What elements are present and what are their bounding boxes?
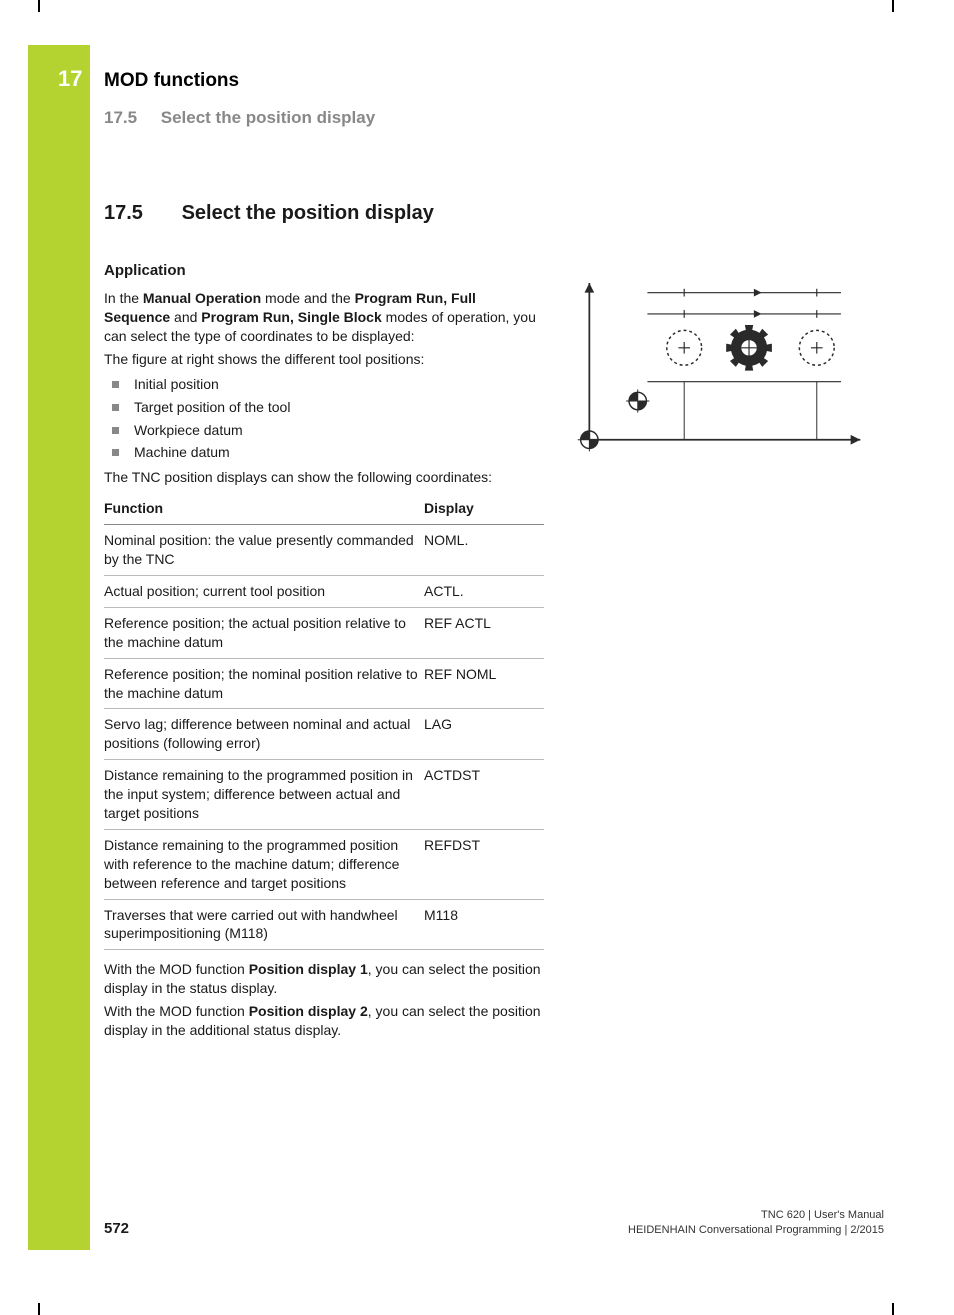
section-heading: 17.5 Select the position display	[104, 200, 544, 227]
list-item: Machine datum	[108, 443, 544, 462]
bullet-list: Initial position Target position of the …	[104, 375, 544, 463]
cell-function: Distance remaining to the programmed pos…	[104, 829, 424, 899]
application-heading: Application	[104, 261, 544, 281]
cell-display: M118	[424, 899, 544, 950]
function-table: Function Display Nominal position: the v…	[104, 493, 544, 950]
chapter-number: 17	[58, 66, 82, 92]
list-item: Target position of the tool	[108, 398, 544, 417]
footer: TNC 620 | User's Manual HEIDENHAIN Conve…	[628, 1208, 884, 1237]
header-title: MOD functions	[104, 70, 239, 92]
cell-function: Reference position; the nominal position…	[104, 658, 424, 709]
table-row: Nominal position: the value presently co…	[104, 525, 544, 576]
cell-function: Servo lag; difference between nominal an…	[104, 709, 424, 760]
cell-display: ACTL.	[424, 575, 544, 607]
table-lead: The TNC position displays can show the f…	[104, 468, 544, 487]
figure-caption: The figure at right shows the different …	[104, 350, 544, 369]
table-row: Distance remaining to the programmed pos…	[104, 760, 544, 830]
intro-paragraph: In the Manual Operation mode and the Pro…	[104, 289, 544, 346]
page-number: 572	[104, 1220, 129, 1237]
table-row: Servo lag; difference between nominal an…	[104, 709, 544, 760]
cell-function: Distance remaining to the programmed pos…	[104, 760, 424, 830]
list-item: Initial position	[108, 375, 544, 394]
cell-display: REF ACTL	[424, 607, 544, 658]
header-sub-text: Select the position display	[161, 108, 375, 127]
tool-position-figure	[570, 272, 870, 472]
footer-line-2: HEIDENHAIN Conversational Programming | …	[628, 1223, 884, 1237]
col-header-function: Function	[104, 493, 424, 524]
table-row: Distance remaining to the programmed pos…	[104, 829, 544, 899]
content-column: 17.5 Select the position display Applica…	[104, 200, 544, 1044]
col-header-display: Display	[424, 493, 544, 524]
cell-display: REFDST	[424, 829, 544, 899]
footer-line-1: TNC 620 | User's Manual	[628, 1208, 884, 1222]
after-para-2: With the MOD function Position display 2…	[104, 1002, 544, 1040]
cell-display: ACTDST	[424, 760, 544, 830]
table-row: Traverses that were carried out with han…	[104, 899, 544, 950]
section-number: 17.5	[104, 200, 176, 227]
cell-function: Reference position; the actual position …	[104, 607, 424, 658]
table-row: Actual position; current tool positionAC…	[104, 575, 544, 607]
table-row: Reference position; the nominal position…	[104, 658, 544, 709]
cell-display: REF NOML	[424, 658, 544, 709]
list-item: Workpiece datum	[108, 421, 544, 440]
table-row: Reference position; the actual position …	[104, 607, 544, 658]
after-para-1: With the MOD function Position display 1…	[104, 960, 544, 998]
cell-function: Traverses that were carried out with han…	[104, 899, 424, 950]
header-subtitle: 17.5 Select the position display	[104, 108, 375, 128]
cell-function: Actual position; current tool position	[104, 575, 424, 607]
cell-display: NOML.	[424, 525, 544, 576]
header-sub-num: 17.5	[104, 108, 156, 128]
cell-display: LAG	[424, 709, 544, 760]
chapter-tab	[28, 45, 90, 1250]
section-title: Select the position display	[182, 202, 434, 224]
cell-function: Nominal position: the value presently co…	[104, 525, 424, 576]
